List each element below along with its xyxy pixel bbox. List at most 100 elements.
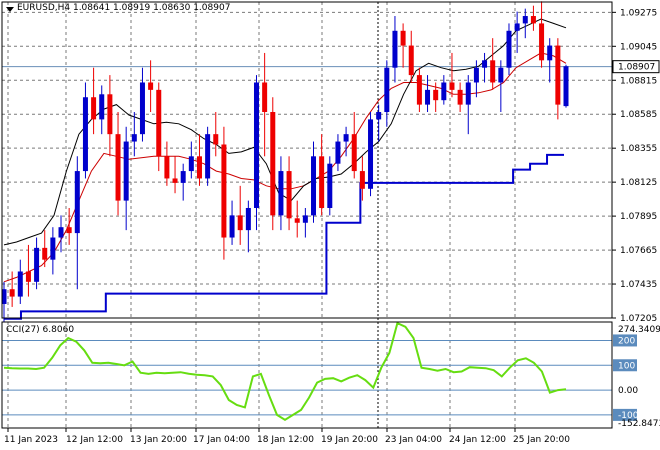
candle[interactable] <box>335 134 341 172</box>
candle[interactable] <box>74 156 80 290</box>
candle[interactable] <box>319 134 325 216</box>
candle-body <box>25 271 31 282</box>
candle[interactable] <box>156 82 162 172</box>
candle[interactable] <box>433 82 439 113</box>
candle[interactable] <box>172 156 178 194</box>
candle[interactable] <box>82 82 88 179</box>
candle[interactable] <box>17 259 23 304</box>
candle[interactable] <box>563 64 569 108</box>
candle[interactable] <box>196 134 202 186</box>
candle[interactable] <box>514 11 520 53</box>
candle[interactable] <box>262 52 268 157</box>
candle[interactable] <box>465 75 471 135</box>
candle[interactable] <box>392 16 398 83</box>
candle[interactable] <box>1 281 7 322</box>
candle[interactable] <box>506 23 512 76</box>
time-axis-label: 13 Jan 20:00 <box>130 435 187 445</box>
candle[interactable] <box>482 52 488 83</box>
candle[interactable] <box>376 104 382 142</box>
candle-body <box>270 112 276 216</box>
candle[interactable] <box>547 38 553 83</box>
candle[interactable] <box>294 200 300 238</box>
candle[interactable] <box>416 67 422 113</box>
candle[interactable] <box>530 5 536 31</box>
candle[interactable] <box>522 8 528 39</box>
candle[interactable] <box>253 75 259 231</box>
candle[interactable] <box>99 85 105 135</box>
candle-body <box>408 45 414 76</box>
candle[interactable] <box>270 97 276 231</box>
candle-body <box>302 215 308 223</box>
cci-level-label: 0.00 <box>618 386 638 396</box>
candle[interactable] <box>473 60 479 98</box>
candle-body <box>245 207 251 231</box>
candle[interactable] <box>42 230 48 268</box>
candle[interactable] <box>311 141 317 223</box>
cci-axis-max-label: 274.3409 <box>618 325 660 335</box>
candle[interactable] <box>286 156 292 231</box>
candles-layer[interactable] <box>1 1 569 322</box>
candle[interactable] <box>539 1 545 68</box>
candle[interactable] <box>368 112 374 197</box>
candle[interactable] <box>188 141 194 179</box>
candle[interactable] <box>50 227 56 275</box>
current-price-tag <box>612 60 660 74</box>
candle[interactable] <box>9 271 15 307</box>
candle[interactable] <box>58 215 64 253</box>
candle[interactable] <box>221 126 227 260</box>
candle[interactable] <box>229 200 235 245</box>
time-axis-label: 25 Jan 20:00 <box>513 435 570 445</box>
candle[interactable] <box>237 185 243 245</box>
candle[interactable] <box>343 126 349 157</box>
candle[interactable] <box>34 237 40 290</box>
candle[interactable] <box>441 75 447 105</box>
candle[interactable] <box>327 156 333 216</box>
candle[interactable] <box>490 38 496 90</box>
candle[interactable] <box>66 207 72 245</box>
candle[interactable] <box>115 112 121 216</box>
candle-body <box>172 178 178 183</box>
candle[interactable] <box>555 38 561 120</box>
candle[interactable] <box>25 244 31 297</box>
candle[interactable] <box>449 52 455 98</box>
candle-body <box>376 112 382 120</box>
candle-body <box>319 156 325 208</box>
candle[interactable] <box>213 112 219 157</box>
candle[interactable] <box>205 126 211 186</box>
candle[interactable] <box>123 126 129 231</box>
candle[interactable] <box>245 200 251 253</box>
symbol-menu-icon[interactable] <box>6 7 14 12</box>
candle[interactable] <box>359 156 365 201</box>
candle[interactable] <box>131 112 137 157</box>
candle-body <box>205 134 211 179</box>
candle[interactable] <box>425 75 431 113</box>
candle[interactable] <box>498 60 504 113</box>
candle[interactable] <box>148 60 154 113</box>
time-axis-label: 24 Jan 12:00 <box>449 435 506 445</box>
candle-body <box>563 66 569 107</box>
candle-body <box>416 75 422 105</box>
candle[interactable] <box>139 67 145 142</box>
candle-body <box>34 247 40 282</box>
candle[interactable] <box>457 82 463 113</box>
candle[interactable] <box>278 156 284 231</box>
candle[interactable] <box>107 75 113 157</box>
candle[interactable] <box>351 112 357 179</box>
candle-body <box>465 82 471 105</box>
cci-layer <box>2 321 612 421</box>
candle-body <box>327 163 333 208</box>
candle-body <box>50 237 56 260</box>
candle[interactable] <box>400 23 406 68</box>
candle[interactable] <box>302 207 308 238</box>
ohlc-header: EURUSD,H4 1.08641 1.08919 1.08630 1.0890… <box>17 3 231 13</box>
cci-level-tag <box>613 359 637 372</box>
candle[interactable] <box>180 163 186 201</box>
candle[interactable] <box>384 60 390 127</box>
cci-level-label: 100 <box>618 361 635 371</box>
candle[interactable] <box>164 141 170 186</box>
cci-level-label: -100 <box>618 411 639 421</box>
candle[interactable] <box>91 67 97 135</box>
candle[interactable] <box>408 30 414 83</box>
